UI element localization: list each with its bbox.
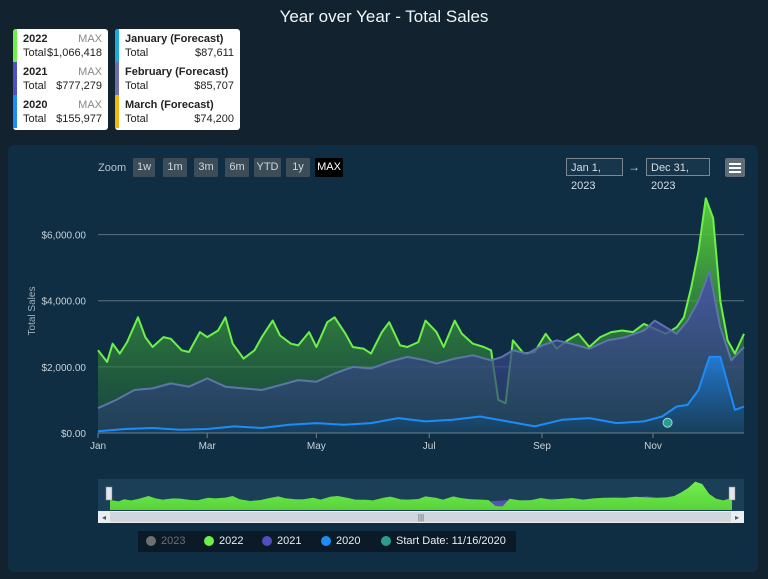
summary-label: Total [23,47,47,59]
legend-item-2022[interactable]: 2022 [204,535,243,547]
range-arrow: → [628,160,640,174]
zoom-1y-button[interactable]: 1y [286,158,310,177]
summary-value: $1,066,418 [46,47,102,59]
legend-label: 2022 [219,535,244,547]
legend-label: Start Date: 11/16/2020 [396,535,506,547]
summary-label: Total [23,113,47,125]
summary-row-2021[interactable]: 2021 MAX Total $777,279 [13,62,108,95]
summary-value: $87,611 [195,47,234,59]
summary-label: Total [125,47,149,59]
summary-value: $74,200 [194,113,234,125]
zoom-1w-button[interactable]: 1w [133,158,155,177]
legend-item-start-date[interactable]: Start Date: 11/16/2020 [381,535,506,547]
summary-name: March (Forecast) [125,99,214,111]
summary-label: Total [125,80,149,92]
range-to-input[interactable]: Dec 31, 2023 [646,158,710,192]
legend-item-2023[interactable]: 2023 [146,535,185,547]
summary-name: February (Forecast) [125,66,229,78]
summary-label: Total [23,80,47,92]
legend-label: 2021 [277,535,302,547]
zoom-1m-button[interactable]: 1m [163,158,187,177]
summary-card-forecast: January (Forecast) Total $87,611 February… [115,29,240,130]
legend-dot-icon [262,536,272,546]
chart-panel [8,145,758,572]
legend-label: 2023 [161,535,186,547]
summary-name: 2022 [23,33,48,45]
legend-item-2020[interactable]: 2020 [321,535,360,547]
summary-tag: MAX [78,99,102,111]
summary-name: 2021 [23,66,48,78]
summary-value: $777,279 [56,80,102,92]
summary-row-march-forecast[interactable]: March (Forecast) Total $74,200 [115,95,240,128]
zoom-6m-button[interactable]: 6m [225,158,249,177]
legend-dot-icon [321,536,331,546]
summary-name: January (Forecast) [125,33,224,45]
summary-value: $85,707 [194,80,234,92]
legend-dot-icon [146,536,156,546]
hamburger-icon-bar [729,171,741,173]
legend-item-2021[interactable]: 2021 [262,535,301,547]
zoom-max-button[interactable]: MAX [315,158,343,177]
summary-label: Total [125,113,149,125]
zoom-label: Zoom [98,162,127,174]
chart-menu-button[interactable] [725,158,745,177]
range-from-input[interactable]: Jan 1, 2023 [566,158,623,192]
summary-name: 2020 [23,99,48,111]
legend-dot-icon [381,536,391,546]
summary-row-january-forecast[interactable]: January (Forecast) Total $87,611 [115,29,240,62]
hamburger-icon-bar [729,163,741,165]
summary-card-years: 2022 MAX Total $1,066,418 2021 MAX Total $77… [13,29,108,130]
legend-label: 2020 [336,535,361,547]
legend-dot-icon [204,536,214,546]
summary-row-2022[interactable]: 2022 MAX Total $1,066,418 [13,29,108,62]
summary-row-february-forecast[interactable]: February (Forecast) Total $85,707 [115,62,240,95]
summary-value: $155,977 [56,113,102,125]
chart-legend: 2023 2022 2021 2020 Start Date: 11/16/20… [138,531,516,552]
summary-tag: MAX [78,66,102,78]
summary-tag: MAX [78,33,102,45]
zoom-3m-button[interactable]: 3m [194,158,218,177]
hamburger-icon-bar [729,167,741,169]
zoom-ytd-button[interactable]: YTD [254,158,281,177]
page-title: Year over Year - Total Sales [279,7,489,26]
summary-row-2020[interactable]: 2020 MAX Total $155,977 [13,95,108,128]
